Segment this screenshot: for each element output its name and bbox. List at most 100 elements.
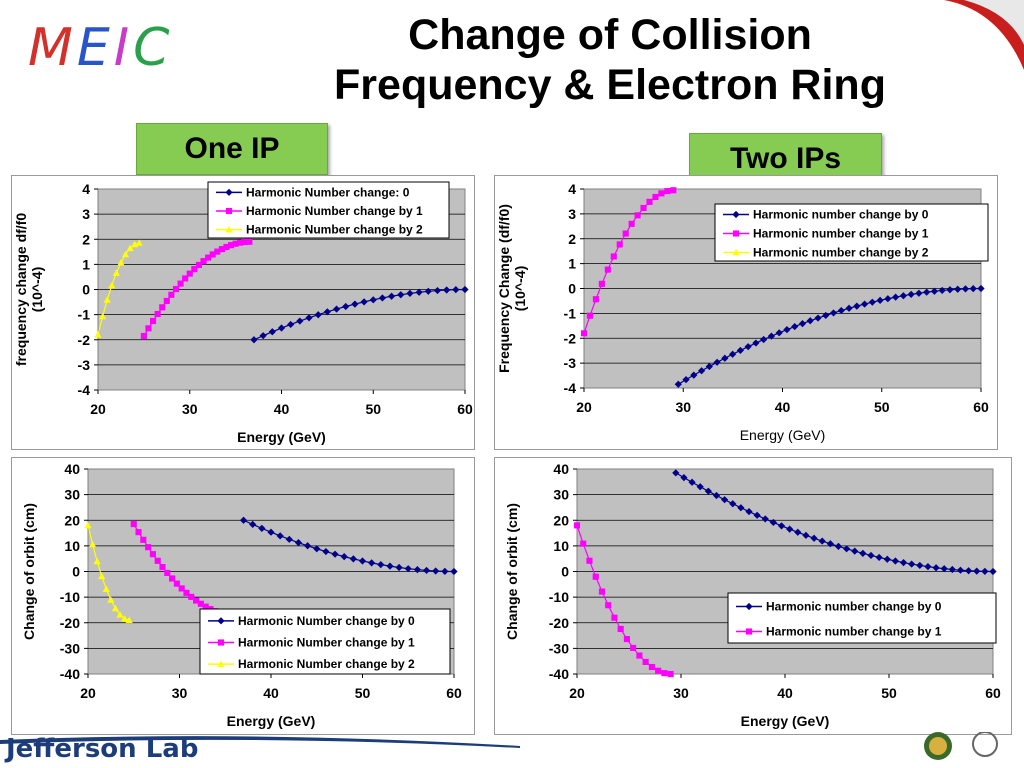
y-tick-label: 20 (64, 512, 80, 528)
y-tick-label: -4 (78, 382, 91, 398)
data-point (117, 259, 125, 266)
data-point (250, 336, 258, 344)
data-point (135, 529, 142, 536)
data-point (859, 549, 867, 557)
data-point (580, 330, 588, 337)
data-point (378, 294, 387, 302)
data-point (168, 291, 175, 298)
data-point (192, 597, 200, 604)
data-point (294, 539, 303, 547)
y-axis-label: Change of orbit (cm) (504, 503, 520, 640)
legend-entry: Harmonic Number change by 1 (238, 636, 415, 650)
data-point (777, 522, 786, 530)
data-point (125, 616, 133, 624)
data-point (182, 275, 189, 282)
data-point (658, 190, 665, 197)
y-tick-label: 30 (553, 487, 569, 503)
data-point (818, 537, 826, 545)
data-point (214, 248, 221, 255)
data-point (732, 210, 740, 219)
data-point (616, 241, 623, 248)
data-point (973, 567, 981, 575)
data-point (907, 290, 915, 299)
data-point (648, 663, 655, 671)
logo-letter: C (133, 18, 174, 78)
y-tick-label: -10 (549, 589, 569, 605)
data-point (794, 528, 802, 536)
data-point (899, 558, 908, 567)
title-line-1: Change of Collision (408, 11, 812, 59)
data-point (732, 230, 740, 237)
data-point (188, 593, 195, 600)
data-point (452, 286, 460, 294)
chart-two-ips-orbit: -40 -30 -20 -10 0 10 20 30 40 20 30 40 50 60 Energy (G… (504, 461, 1001, 729)
data-point (586, 557, 593, 564)
data-point (145, 544, 152, 551)
legend-entry: Harmonic Number change by 1 (246, 204, 423, 218)
data-point (126, 244, 134, 252)
data-point (938, 286, 946, 295)
data-point (111, 604, 120, 612)
data-point (209, 251, 216, 258)
data-point (690, 371, 698, 379)
legend-entry: Harmonic Number change by 2 (238, 657, 415, 671)
data-point (84, 521, 92, 529)
data-point (93, 557, 101, 565)
data-point (745, 628, 753, 635)
data-point (169, 575, 176, 582)
data-point (200, 258, 207, 265)
data-point (586, 312, 594, 319)
series-line (576, 525, 671, 675)
data-point (954, 285, 962, 293)
data-point (989, 567, 997, 576)
y-tick-label: 1 (82, 256, 90, 272)
tag-one-ip: One IP (136, 123, 328, 175)
data-point (433, 286, 442, 295)
y-tick-label: 0 (82, 282, 90, 298)
data-point (883, 555, 891, 563)
series-triangle (94, 239, 143, 338)
legend-entry: Harmonic Number change by 0 (238, 614, 415, 628)
y-tick-label: 2 (82, 231, 90, 247)
x-tick-label: 60 (457, 401, 473, 417)
series-diamond (239, 516, 458, 576)
data-point (573, 522, 581, 529)
data-point (875, 553, 883, 562)
data-point (598, 588, 606, 595)
data-point (860, 300, 869, 308)
x-tick-label: 20 (90, 401, 106, 417)
data-point (661, 670, 668, 677)
data-point (149, 551, 156, 558)
data-point (304, 542, 312, 550)
data-point (103, 296, 111, 303)
data-point (397, 291, 405, 299)
data-point (145, 325, 152, 332)
x-tick-label: 40 (777, 685, 793, 701)
x-tick-label: 20 (80, 685, 96, 701)
x-tick-label: 40 (274, 401, 290, 417)
data-point (622, 230, 629, 237)
data-point (670, 187, 677, 194)
y-tick-label: -20 (60, 615, 80, 631)
data-point (829, 309, 838, 317)
data-point (604, 266, 611, 273)
data-point (611, 614, 618, 621)
data-point (892, 293, 900, 301)
data-point (102, 585, 110, 593)
y-tick-label: 4 (568, 181, 576, 197)
data-point (349, 555, 357, 563)
data-point (121, 615, 129, 622)
data-point (159, 304, 166, 311)
chart-two-ips-frequency: -4 -3 -2 -1 0 1 2 3 4 20 30 40 50 60 Energy (GeV) Frequ… (496, 181, 989, 443)
y-tick-label: -40 (60, 666, 80, 682)
data-point (424, 287, 432, 295)
data-point (172, 285, 180, 293)
data-point (672, 469, 680, 477)
x-tick-label: 60 (985, 685, 1001, 701)
data-point (246, 238, 253, 245)
x-tick-label: 30 (182, 401, 198, 417)
legend-box (199, 608, 451, 675)
data-point (899, 292, 907, 300)
legend-entry: Harmonic number change by 0 (753, 208, 929, 222)
chart-one-ip-orbit: -40 -30 -20 -10 0 10 20 30 40 20 30 40 50 60 Energy (G… (21, 461, 462, 729)
